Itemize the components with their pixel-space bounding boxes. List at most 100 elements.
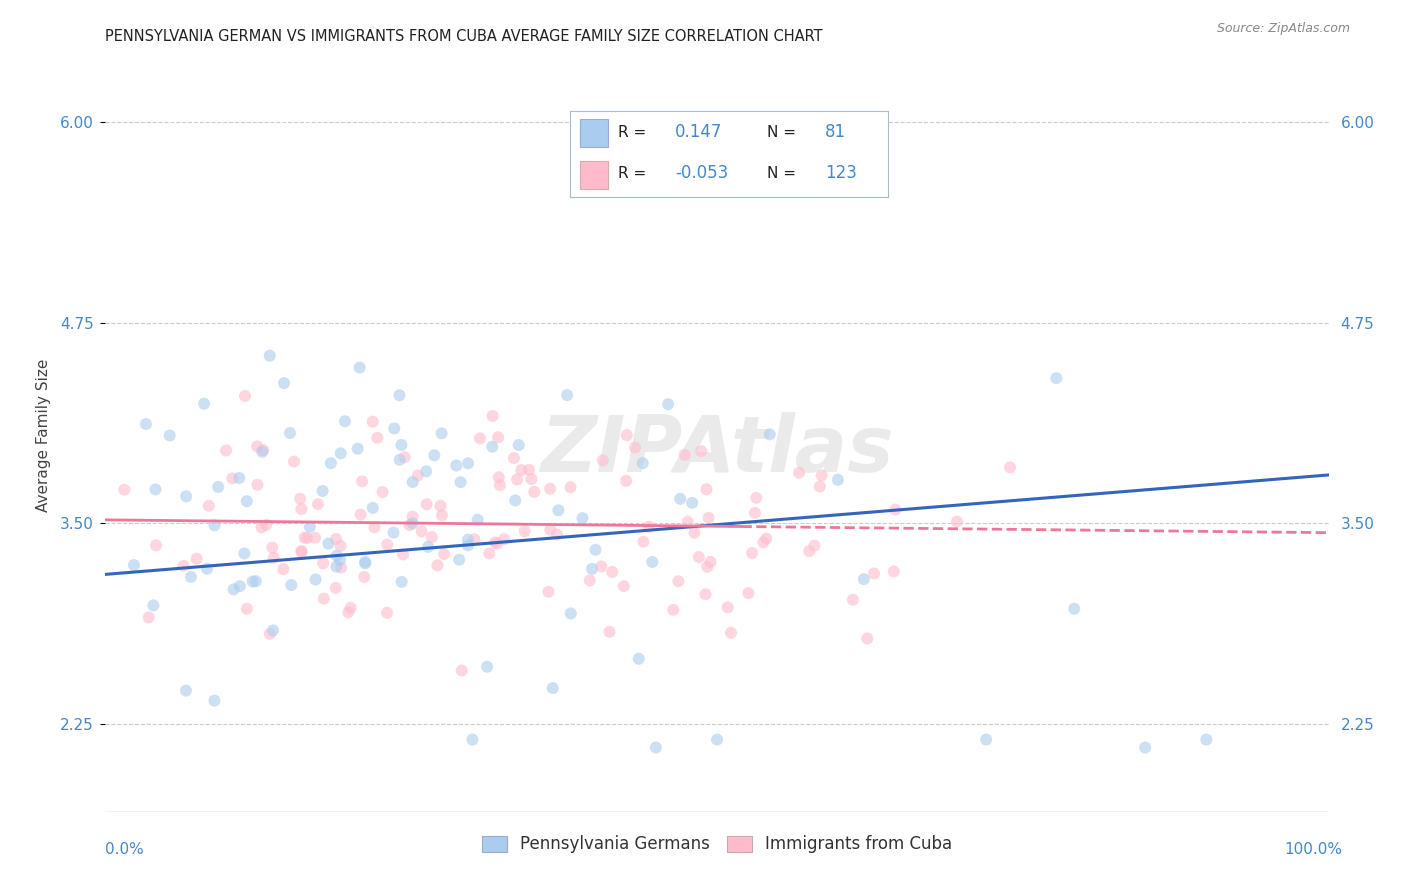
Point (624, 441, 647, 455)
Point (250, 520, 273, 534)
Point (827, 473, 849, 487)
Point (429, 499, 451, 513)
Point (517, 463, 540, 477)
Point (228, 471, 250, 485)
Y-axis label: Average Family Size: Average Family Size (37, 359, 52, 511)
Point (402, 475, 425, 489)
Text: Source: ZipAtlas.com: Source: ZipAtlas.com (1216, 22, 1350, 36)
Point (673, 448, 696, 462)
Point (662, 603, 685, 617)
Point (676, 515, 699, 529)
Point (478, 546, 501, 560)
Point (546, 527, 568, 541)
Point (720, 625, 742, 640)
Point (330, 560, 353, 574)
Point (246, 477, 269, 491)
Point (633, 534, 655, 549)
Point (681, 496, 703, 510)
Point (307, 497, 329, 511)
Point (278, 425, 301, 440)
Point (884, 502, 907, 516)
Point (457, 538, 479, 552)
Point (744, 506, 766, 520)
Point (799, 544, 821, 558)
Point (494, 533, 516, 547)
Point (295, 531, 318, 545)
Point (755, 532, 778, 546)
Point (759, 427, 782, 442)
Point (683, 525, 706, 540)
Point (401, 509, 423, 524)
Point (484, 535, 506, 549)
Point (138, 610, 160, 624)
Point (752, 535, 775, 549)
Point (415, 497, 437, 511)
Point (325, 581, 347, 595)
Point (475, 659, 498, 673)
Point (803, 539, 825, 553)
Point (657, 397, 679, 411)
Point (571, 511, 593, 525)
Point (503, 450, 526, 465)
Point (591, 559, 613, 574)
Point (461, 732, 484, 747)
Point (433, 547, 456, 561)
Point (215, 443, 238, 458)
Point (592, 453, 614, 467)
Point (510, 463, 533, 477)
Point (333, 414, 356, 428)
Point (346, 442, 368, 456)
Point (856, 632, 879, 646)
Point (207, 480, 229, 494)
Point (450, 475, 472, 490)
Point (614, 474, 637, 488)
Text: 0.0%: 0.0% (105, 842, 145, 856)
Point (613, 579, 636, 593)
Point (446, 458, 468, 473)
Text: ZIPAtlas: ZIPAtlas (540, 412, 894, 488)
Point (304, 531, 326, 545)
Point (388, 452, 411, 467)
Point (245, 574, 267, 588)
Point (641, 555, 664, 569)
Point (236, 601, 259, 615)
Point (325, 549, 347, 563)
Point (555, 388, 578, 402)
Point (352, 475, 374, 489)
Point (173, 558, 195, 573)
Point (430, 426, 453, 441)
Point (122, 558, 145, 572)
Point (666, 574, 689, 589)
Point (690, 444, 713, 458)
Point (311, 483, 333, 498)
Point (273, 562, 295, 576)
Point (513, 524, 536, 538)
Point (450, 664, 472, 678)
Point (375, 537, 398, 551)
Point (233, 547, 256, 561)
Point (145, 483, 167, 497)
Point (180, 570, 202, 584)
Point (697, 510, 720, 524)
Point (506, 472, 529, 486)
Point (467, 513, 489, 527)
Point (354, 557, 377, 571)
Point (699, 555, 721, 569)
Point (974, 732, 997, 747)
Point (329, 553, 352, 567)
Point (280, 578, 302, 592)
Point (1195, 732, 1218, 747)
Point (259, 349, 281, 363)
Point (717, 600, 740, 615)
Point (863, 566, 886, 581)
Point (488, 470, 510, 484)
Point (142, 599, 165, 613)
Point (463, 533, 485, 547)
Point (186, 551, 208, 566)
Point (349, 360, 371, 375)
Point (416, 540, 439, 554)
Point (808, 479, 831, 493)
Point (319, 456, 342, 470)
Point (262, 624, 284, 638)
Text: PENNSYLVANIA GERMAN VS IMMIGRANTS FROM CUBA AVERAGE FAMILY SIZE CORRELATION CHAR: PENNSYLVANIA GERMAN VS IMMIGRANTS FROM C… (105, 29, 823, 44)
